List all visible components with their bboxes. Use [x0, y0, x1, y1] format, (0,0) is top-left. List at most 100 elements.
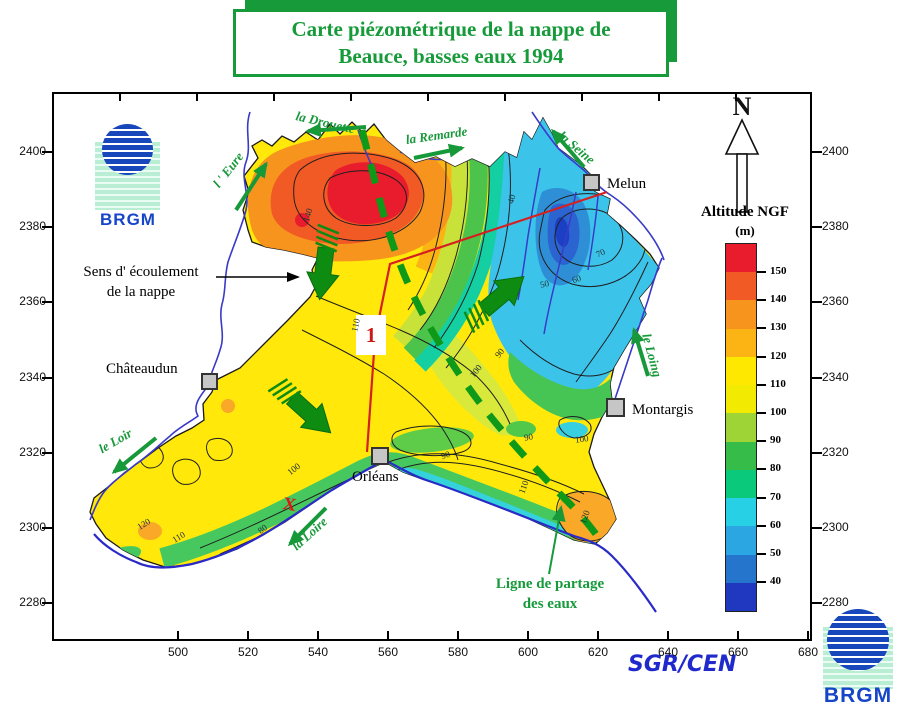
remarde-arrow	[413, 143, 465, 160]
axis-tick	[457, 631, 459, 640]
y-axis-label-left: 2320	[19, 444, 46, 459]
axis-tick	[812, 602, 822, 605]
legend-tick-label: 120	[770, 349, 787, 362]
loing-arrow	[631, 327, 650, 377]
water-divide-dashed-line	[358, 129, 603, 542]
legend-tick-label: 60	[770, 518, 781, 531]
legend-color-segment	[726, 328, 756, 357]
axis-tick	[597, 631, 599, 640]
legend-tick-label: 100	[770, 406, 787, 418]
legend-tick	[757, 271, 766, 273]
legend-color-segment	[726, 469, 756, 499]
legend-color-segment	[726, 498, 756, 527]
legend-color-segment	[726, 441, 756, 470]
x-axis-label: 580	[447, 645, 469, 659]
altitude-color-scale	[725, 243, 757, 612]
seine-arrow	[551, 128, 586, 169]
loir-arrow	[111, 436, 158, 474]
y-axis-label-left: 2360	[19, 294, 46, 309]
legend-color-segment	[726, 385, 756, 414]
y-axis-label-right: 2340	[822, 369, 849, 384]
brgm-logo-text: BRGM	[100, 210, 156, 229]
cross-section-line	[365, 190, 608, 453]
river-loing-path	[611, 257, 663, 409]
contour-label: 90	[523, 431, 534, 443]
y-axis-label-right: 2360	[822, 294, 849, 309]
axis-tick	[427, 93, 429, 101]
legend-color-segment	[726, 272, 756, 301]
legend-tick	[757, 299, 766, 302]
x-axis-label: 540	[307, 645, 329, 659]
axis-tick	[812, 376, 822, 379]
axis-tick	[658, 93, 660, 101]
city-label: Montargis	[632, 402, 694, 418]
eure-arrow	[234, 161, 268, 212]
legend-color-segment	[726, 582, 756, 612]
axis-tick	[812, 151, 822, 153]
axis-tick	[273, 93, 275, 101]
axis-tick	[667, 631, 669, 640]
cross-section-marker: 1	[356, 315, 386, 355]
axis-tick	[42, 151, 52, 153]
divide-pointer-arrow	[548, 505, 566, 575]
legend-tick	[757, 327, 766, 330]
city-label: Orléans	[352, 469, 399, 485]
legend-color-segment	[726, 526, 756, 555]
x-axis-label: 660	[727, 645, 749, 659]
city-label: Melun	[607, 176, 647, 192]
y-axis-label-left: 2340	[19, 369, 46, 384]
y-axis-label-right: 2300	[822, 520, 849, 534]
legend-title: Altitude NGF	[701, 204, 789, 220]
y-axis-label-left: 2380	[19, 219, 46, 234]
city-marker-montargis	[606, 398, 625, 417]
map-title-box: Carte piézométrique de la nappe de Beauc…	[233, 9, 669, 77]
legend-color-segment	[726, 244, 756, 273]
city-label: Châteaudun	[106, 361, 178, 377]
y-axis-label-left: 2400	[19, 144, 46, 158]
y-axis-label-right: 2380	[822, 219, 849, 234]
axis-tick	[119, 93, 121, 101]
aquifer-color-zones	[97, 118, 659, 567]
north-arrow-icon	[724, 118, 760, 213]
legend-tick	[757, 496, 766, 499]
x-axis-label: 640	[657, 645, 679, 659]
axis-tick	[735, 93, 737, 101]
legend-tick	[757, 468, 766, 471]
axis-tick	[42, 451, 52, 454]
axis-tick	[812, 451, 822, 454]
x-axis-label: 520	[237, 645, 259, 659]
axis-tick	[42, 301, 52, 304]
divide-label-line2: des eaux	[522, 596, 578, 612]
legend-tick	[757, 524, 766, 527]
flow-label-line1: Sens d' écoulement	[83, 264, 199, 280]
axis-tick	[42, 226, 52, 229]
legend-color-segment	[726, 300, 756, 329]
axis-tick	[317, 631, 319, 640]
y-axis-label-left: 2300	[19, 520, 46, 534]
x-axis-label: 600	[517, 645, 539, 659]
legend-tick	[757, 553, 766, 555]
legend-tick	[757, 355, 766, 358]
flow-label-line2: de la nappe	[106, 284, 176, 300]
map-title-line2: Beauce, basses eaux 1994	[338, 44, 564, 68]
axis-tick	[247, 631, 249, 640]
x-axis-label: 680	[797, 645, 819, 659]
map-title-line1: Carte piézométrique de la nappe de	[291, 17, 611, 41]
city-marker-melun	[583, 174, 600, 191]
axis-tick	[350, 93, 352, 101]
flow-arrow-south	[306, 223, 340, 301]
city-marker-orlans	[371, 447, 389, 465]
legend-color-segment	[726, 554, 756, 583]
flow-arrow-southeast	[267, 378, 332, 434]
contour-label: 50	[539, 278, 550, 290]
legend-tick-label: 90	[770, 434, 781, 447]
legend-tick-label: 150	[770, 265, 787, 277]
axis-tick	[812, 301, 822, 304]
brgm-logo-globe-icon	[827, 609, 889, 671]
axis-tick	[504, 93, 506, 101]
brgm-logo-text: BRGM	[823, 684, 893, 707]
axis-tick	[812, 527, 822, 529]
map-frame	[52, 92, 812, 641]
axis-tick	[387, 631, 389, 640]
